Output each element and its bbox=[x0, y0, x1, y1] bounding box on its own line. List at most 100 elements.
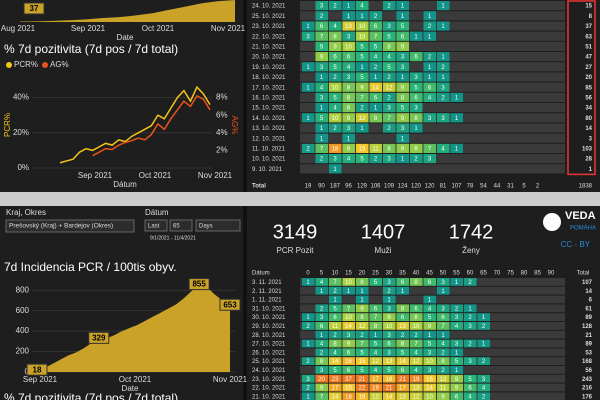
cell-value: 18 bbox=[332, 146, 339, 152]
row-total: 8 bbox=[589, 14, 593, 20]
cell-value: 6 bbox=[333, 315, 337, 321]
cell-value: 3 bbox=[401, 65, 405, 71]
heat-cell bbox=[329, 123, 342, 133]
heat-cell bbox=[369, 322, 382, 330]
row-total: 56 bbox=[585, 95, 592, 101]
heat-cell bbox=[315, 82, 328, 92]
heat-cell bbox=[329, 383, 342, 392]
cell-value: 5 bbox=[333, 95, 337, 101]
heat-cell bbox=[329, 154, 342, 164]
row-date: 9. 10. 2021 bbox=[252, 167, 283, 173]
heat-cell bbox=[342, 348, 355, 357]
cell-value: 5 bbox=[360, 44, 364, 50]
cell-value: 1 bbox=[320, 106, 324, 112]
date-control[interactable] bbox=[144, 219, 168, 232]
cell-value: 1 bbox=[347, 289, 351, 295]
cell-value: 3 bbox=[387, 106, 391, 112]
cell-value: 1 bbox=[320, 75, 324, 81]
heat-cell bbox=[329, 72, 342, 82]
x-tick-label: Sep 2021 bbox=[78, 171, 113, 180]
cell-value: 2 bbox=[387, 4, 391, 10]
cell-value: 12 bbox=[440, 377, 447, 383]
heat-cell bbox=[315, 143, 328, 153]
cell-value: 1 bbox=[441, 333, 445, 339]
dropdown[interactable] bbox=[5, 219, 135, 233]
heat-cell bbox=[383, 1, 396, 11]
heat-cell bbox=[342, 278, 355, 286]
heat-cell bbox=[437, 366, 450, 374]
heat-cell bbox=[342, 62, 355, 72]
cell-value: 5 bbox=[333, 65, 337, 71]
heat-cell bbox=[383, 31, 396, 41]
cell-value: 15 bbox=[359, 359, 366, 365]
date-control[interactable] bbox=[195, 219, 241, 232]
heat-cell bbox=[315, 133, 328, 143]
cell-value: 5 bbox=[333, 306, 337, 312]
cell-value: 8 bbox=[387, 44, 391, 50]
heat-cell bbox=[315, 322, 328, 330]
cell-value: 2 bbox=[374, 157, 378, 163]
row-date: 11. 10. 2021 bbox=[252, 146, 286, 152]
cell-value: 5 bbox=[333, 368, 337, 374]
cell-value: 6 bbox=[387, 342, 391, 348]
row-date: 24. 10. 2021 bbox=[252, 4, 286, 10]
date-control[interactable] bbox=[169, 219, 193, 232]
heat-cell bbox=[410, 330, 423, 339]
cell-value: 8 bbox=[347, 95, 351, 101]
heat-cell bbox=[329, 31, 342, 41]
column-total: 81 bbox=[440, 184, 447, 190]
row-date: 26. 10. 2021 bbox=[252, 350, 286, 356]
heat-cell bbox=[369, 92, 382, 102]
cell-value: 10 bbox=[332, 85, 339, 91]
heat-cell bbox=[423, 113, 436, 123]
cell-value: 3 bbox=[455, 315, 459, 321]
row-total: 107 bbox=[582, 280, 593, 286]
cell-value: 6 bbox=[455, 394, 459, 400]
cell-value: 5 bbox=[374, 280, 378, 286]
heat-cell bbox=[410, 392, 423, 400]
heat-cell bbox=[396, 286, 409, 295]
cell-value: 13 bbox=[399, 324, 406, 330]
cell-value: 3 bbox=[441, 306, 445, 312]
table-header: 90 bbox=[548, 271, 555, 277]
heat-cell bbox=[356, 92, 369, 102]
cell-value: 3 bbox=[333, 157, 337, 163]
cell-value: 8 bbox=[414, 315, 418, 321]
heat-cell bbox=[302, 339, 315, 348]
cell-value: 14 bbox=[386, 394, 393, 400]
heat-cell bbox=[423, 374, 436, 383]
cell-value: 1 bbox=[320, 289, 324, 295]
heat-cell bbox=[315, 123, 328, 133]
heat-cell bbox=[383, 143, 396, 153]
cell-value: 4 bbox=[374, 350, 378, 356]
row-total: 14 bbox=[585, 126, 592, 132]
cell-value: 6 bbox=[320, 24, 324, 30]
cell-value: 37 bbox=[345, 377, 352, 383]
heat-cell bbox=[302, 82, 315, 92]
legend-dot bbox=[42, 62, 48, 68]
logo-icon bbox=[543, 213, 561, 231]
heat-cell bbox=[302, 21, 315, 31]
heat-cell bbox=[396, 92, 409, 102]
heat-cell bbox=[383, 383, 396, 392]
cell-value: 3 bbox=[441, 85, 445, 91]
cell-value: 1 bbox=[306, 394, 310, 400]
heat-cell bbox=[450, 339, 463, 348]
heat-cell bbox=[396, 31, 409, 41]
heat-cell bbox=[315, 366, 328, 374]
heat-cell bbox=[383, 123, 396, 133]
cell-value: 16 bbox=[359, 394, 366, 400]
heat-cell bbox=[437, 21, 450, 31]
cell-value: 12 bbox=[372, 394, 379, 400]
table-header: 40 bbox=[413, 271, 420, 277]
row-date: 29. 10. 2021 bbox=[252, 324, 286, 330]
heat-cell bbox=[450, 366, 463, 374]
heat-cell bbox=[437, 143, 450, 153]
axis-label: Date bbox=[117, 33, 134, 42]
heat-cell bbox=[356, 143, 369, 153]
chart-title: % 7d pozitivita (7d pos / 7d total) bbox=[4, 391, 178, 400]
cell-value: 8 bbox=[333, 342, 337, 348]
y-axis-label: PCR% bbox=[3, 113, 12, 137]
heat-cell bbox=[423, 21, 436, 31]
heat-cell bbox=[396, 113, 409, 123]
